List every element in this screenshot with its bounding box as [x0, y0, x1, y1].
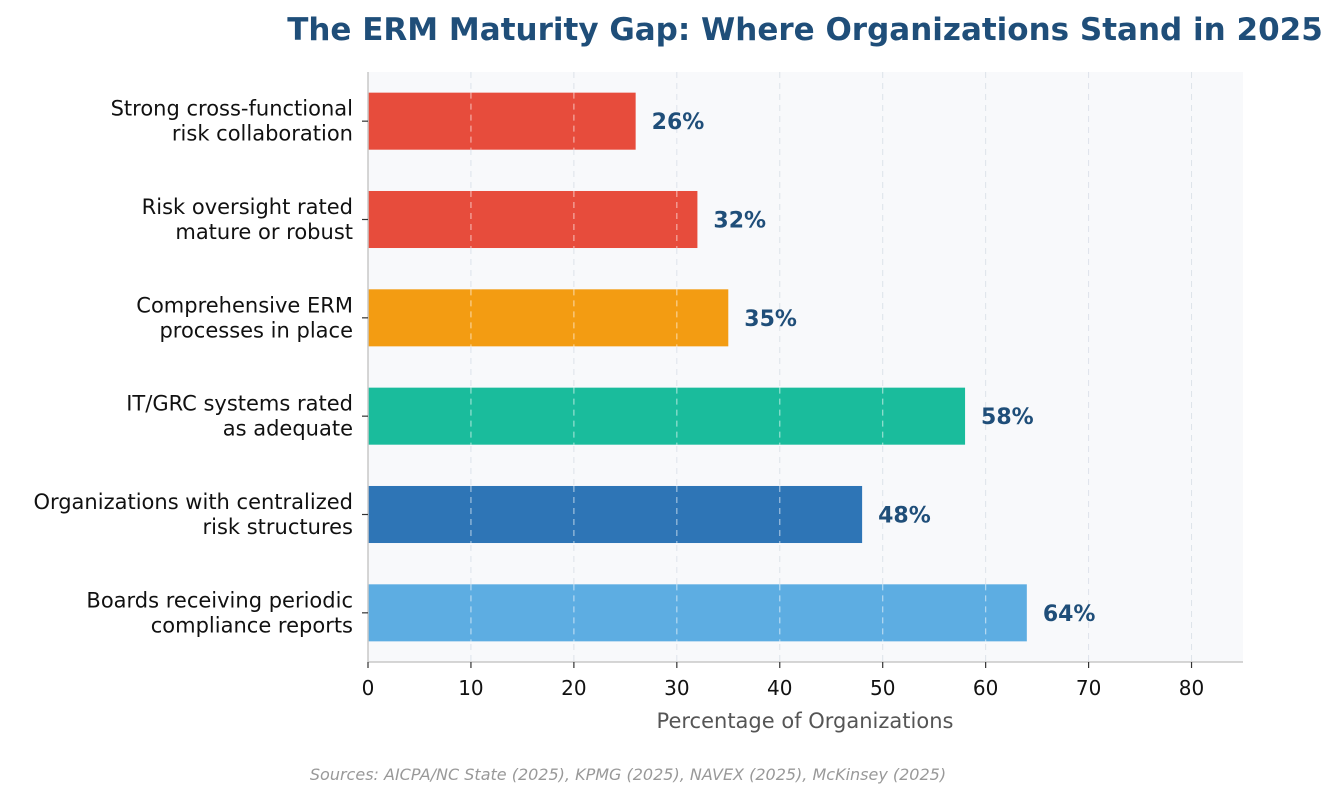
category-labels-group: Strong cross-functional risk collaboratio… [33, 97, 368, 637]
x-tick-label-50: 50 [870, 676, 895, 700]
category-label-5: Organizations with centralized risk struc… [33, 490, 353, 539]
category-label-line: IT/GRC systems rated [126, 392, 353, 416]
bar-5 [368, 485, 863, 544]
bar-2 [368, 190, 698, 249]
category-label-line: mature or robust [175, 220, 353, 244]
x-tick-label-10: 10 [458, 676, 483, 700]
x-ticks-group: 0 10 20 30 40 50 60 70 80 [362, 662, 1204, 700]
value-label-2: 32% [713, 209, 766, 234]
category-label-6: Boards receiving periodic compliance repo… [86, 588, 353, 637]
x-tick-label-0: 0 [362, 676, 375, 700]
x-tick-label-30: 30 [664, 676, 689, 700]
category-label-3: Comprehensive ERM processes in place [136, 293, 353, 342]
value-label-3: 35% [744, 307, 797, 332]
category-label-line: Boards receiving periodic [86, 588, 353, 612]
grid-overlay [470, 92, 987, 642]
x-tick-label-60: 60 [973, 676, 998, 700]
x-tick-label-70: 70 [1076, 676, 1101, 700]
x-tick-label-80: 80 [1179, 676, 1204, 700]
x-tick-label-20: 20 [561, 676, 586, 700]
bars-group [368, 92, 1027, 642]
category-label-line: Risk oversight rated [142, 195, 353, 219]
category-label-line: processes in place [159, 318, 353, 342]
x-tick-label-40: 40 [767, 676, 792, 700]
category-label-line: compliance reports [151, 613, 353, 637]
plot-background [368, 72, 1243, 662]
bar-4 [368, 387, 966, 445]
bar-1 [368, 92, 636, 150]
category-label-line: Strong cross-functional [111, 97, 353, 121]
bar-6 [368, 584, 1027, 642]
category-label-line: Comprehensive ERM [136, 293, 353, 317]
category-label-line: as adequate [223, 417, 353, 441]
bar-3 [368, 289, 729, 347]
category-label-4: IT/GRC systems rated as adequate [126, 392, 353, 441]
category-label-line: risk structures [203, 515, 354, 539]
value-label-5: 48% [878, 504, 931, 529]
value-label-1: 26% [652, 110, 705, 135]
value-label-4: 58% [981, 405, 1034, 430]
source-note: Sources: AICPA/NC State (2025), KPMG (20… [310, 765, 946, 784]
chart-title: The ERM Maturity Gap: Where Organization… [287, 12, 1323, 48]
category-label-line: Organizations with centralized [33, 490, 353, 514]
x-axis-label: Percentage of Organizations [657, 709, 954, 733]
category-label-1: Strong cross-functional risk collaboratio… [111, 97, 353, 146]
value-labels-group: 26% 32% 35% 58% 48% 64% [652, 110, 1096, 627]
category-label-2: Risk oversight rated mature or robust [142, 195, 353, 244]
category-label-line: risk collaboration [172, 122, 353, 146]
value-label-6: 64% [1043, 602, 1096, 627]
